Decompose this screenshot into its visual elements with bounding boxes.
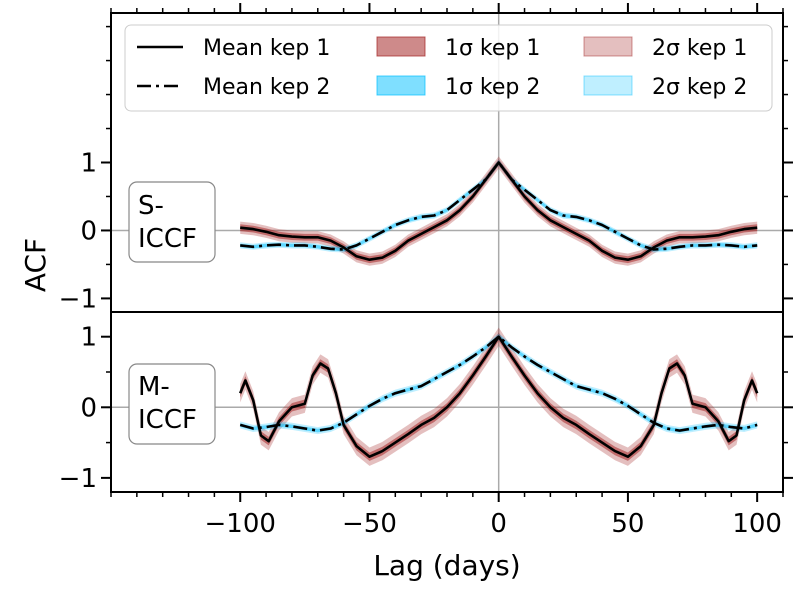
panel-frame-bottom — [110, 311, 784, 493]
panel-label-s-iccf-line1: S- — [138, 191, 164, 221]
panel-label-s-iccf-line2: ICCF — [138, 224, 197, 254]
x-tick-label: 0 — [490, 509, 507, 539]
legend-label: 2σ kep 1 — [652, 36, 747, 61]
panel-m-iccf: −1 0 1 — [59, 311, 793, 502]
line-mean-kep1 — [240, 161, 758, 261]
x-axis-label: Lag (days) — [373, 549, 520, 582]
y-tick-label: −1 — [59, 464, 97, 494]
legend-swatch — [583, 75, 633, 96]
legend-frame — [124, 24, 773, 112]
legend-swatch — [583, 36, 633, 57]
x-tick-label: −50 — [342, 509, 397, 539]
legend-label: 2σ kep 2 — [652, 75, 747, 100]
legend-swatch — [376, 75, 426, 96]
line-mean-kep2 — [240, 161, 758, 251]
y-tick-label: 0 — [80, 393, 97, 423]
x-tick-label: 100 — [732, 509, 782, 539]
y-tick-label: 0 — [80, 216, 97, 246]
legend-swatch — [376, 36, 426, 57]
line-mean-kep2 — [239, 335, 758, 432]
panel-label-m-iccf-line1: M- — [138, 372, 170, 402]
band-2sigma-kep2 — [240, 333, 758, 435]
y-tick-label: −1 — [59, 284, 97, 314]
panel-label-s-iccf: S- ICCF — [128, 181, 216, 263]
legend-label: 1σ kep 2 — [445, 75, 540, 100]
x-tick-label: −100 — [205, 509, 276, 539]
legend-label: Mean kep 2 — [203, 75, 330, 100]
x-tick-label: 50 — [611, 509, 644, 539]
legend-label: Mean kep 1 — [203, 36, 330, 61]
legend: Mean kep 1 Mean kep 2 1σ kep 1 1σ kep 2 2σ k… — [124, 24, 773, 112]
panel-label-m-iccf: M- ICCF — [128, 363, 216, 445]
panel-s-iccf: −1 0 1 — [59, 3, 793, 314]
band-2sigma-kep2 — [240, 159, 758, 253]
y-tick-label: 1 — [80, 149, 97, 179]
legend-label: 1σ kep 1 — [445, 36, 540, 61]
y-tick-label: 1 — [80, 323, 97, 353]
panel-label-m-iccf-line2: ICCF — [138, 405, 197, 435]
y-axis-label: ACF — [19, 238, 52, 292]
line-mean-kep1 — [238, 335, 759, 458]
